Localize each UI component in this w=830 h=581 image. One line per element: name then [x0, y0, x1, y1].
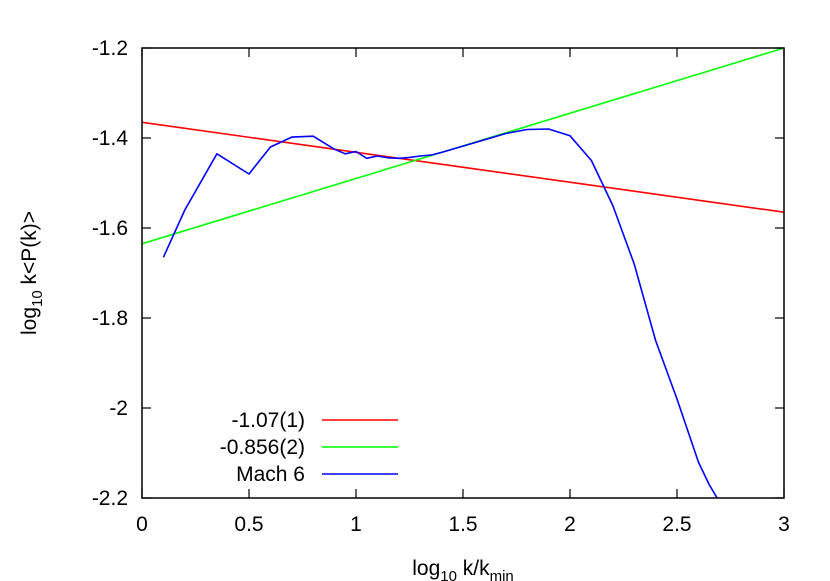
legend-label: -0.856(2): [220, 436, 305, 459]
series-layer: [142, 48, 784, 498]
x-tick-label: 0: [136, 513, 148, 536]
x-tick-label: 1.5: [448, 513, 477, 536]
ticks-layer: 0 0.5 1 1.5 2 2.5 3 -1.2 -1.4 -1.6 -1.8 -2 -2.2: [92, 37, 790, 536]
x-tick-label: 0.5: [234, 513, 263, 536]
y-tick-label: -1.8: [92, 307, 128, 330]
legend: -1.07(1) -0.856(2) Mach 6: [220, 409, 398, 486]
x-tick-label: 1: [350, 513, 362, 536]
legend-label: Mach 6: [236, 463, 305, 486]
y-axis-label: log10 k<P(k)>: [18, 211, 46, 335]
y-tick-label: -1.4: [92, 127, 129, 150]
y-tick-label: -2: [109, 397, 128, 420]
x-tick-label: 3: [778, 513, 790, 536]
series-line-2: [162, 128, 719, 498]
y-tick-label: -2.2: [92, 487, 128, 510]
y-tick-label: -1.2: [92, 37, 128, 60]
x-axis-label: log10 k/kmin: [412, 557, 514, 581]
x-tick-label: 2: [564, 513, 576, 536]
y-tick-label: -1.6: [92, 217, 128, 240]
x-tick-label: 2.5: [662, 513, 691, 536]
series-line-0: [142, 121, 784, 213]
legend-label: -1.07(1): [231, 409, 305, 432]
